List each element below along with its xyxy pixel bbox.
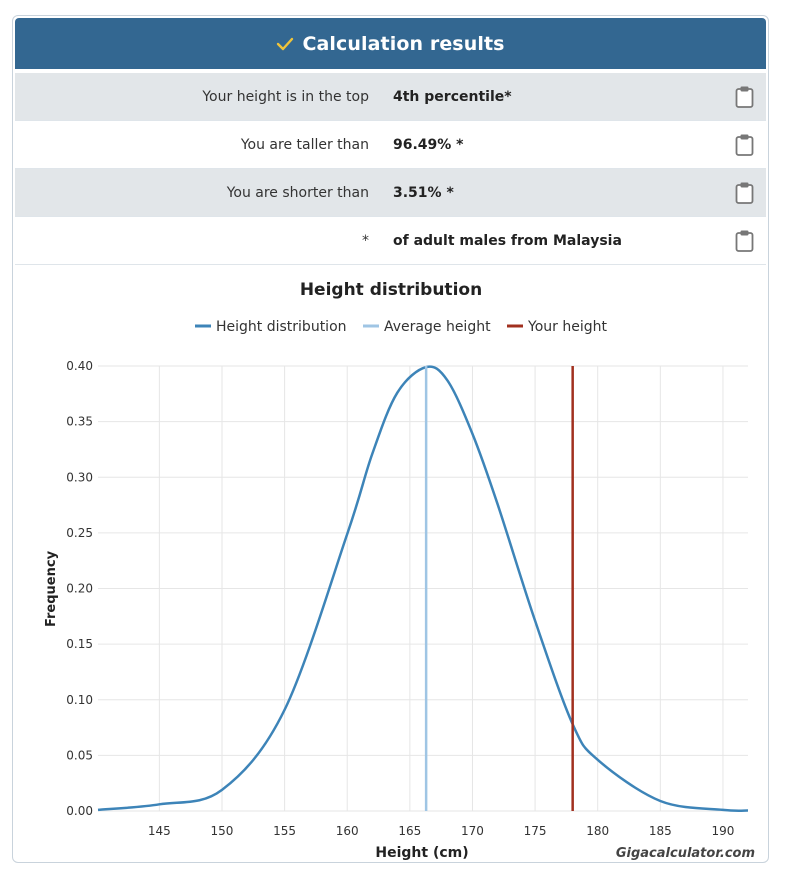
y-tick-label: 0.15 — [66, 637, 93, 651]
results-title: Calculation results — [302, 32, 505, 55]
x-tick-label: 190 — [711, 824, 734, 838]
x-tick-label: 170 — [461, 824, 484, 838]
y-tick-label: 0.00 — [66, 804, 93, 818]
legend-item-height-distribution[interactable]: Height distribution — [195, 319, 347, 335]
clipboard-icon[interactable] — [734, 181, 756, 205]
legend-label: Average height — [384, 319, 491, 335]
y-tick-label: 0.10 — [66, 693, 93, 707]
grid — [98, 365, 748, 812]
y-tick-label: 0.05 — [66, 748, 93, 762]
y-axis-label: Frequency — [44, 550, 59, 627]
y-tick-labels: 0.00 0.05 0.10 0.15 0.20 0.25 0.30 0.35 0.40 — [66, 359, 93, 818]
x-tick-labels: 145 150 155 160 165 170 175 180 185 190 — [148, 824, 734, 838]
x-tick-label: 150 — [211, 824, 234, 838]
legend-item-average-height[interactable]: Average height — [363, 319, 491, 335]
results-header: Calculation results — [15, 18, 766, 69]
result-label: * — [362, 232, 369, 249]
chart-title: Height distribution — [300, 280, 482, 300]
x-tick-label: 185 — [649, 824, 672, 838]
y-tick-label: 0.25 — [66, 526, 93, 540]
results-table: Your height is in the top 4th percentile… — [15, 73, 766, 265]
clipboard-icon[interactable] — [734, 133, 756, 157]
x-tick-label: 155 — [273, 824, 296, 838]
legend-item-your-height[interactable]: Your height — [507, 319, 607, 335]
x-tick-label: 165 — [398, 824, 421, 838]
result-value: 96.49% * — [393, 136, 464, 153]
y-tick-label: 0.20 — [66, 582, 93, 596]
result-label: You are taller than — [240, 136, 369, 153]
watermark: Gigacalculator.com — [616, 846, 755, 861]
clipboard-icon[interactable] — [734, 85, 756, 109]
series — [97, 365, 749, 813]
results-panel: Calculation results Your height is in th… — [12, 15, 769, 863]
y-tick-label: 0.30 — [66, 470, 93, 484]
height-distribution-line — [97, 365, 749, 813]
result-value: 4th percentile* — [393, 88, 512, 105]
x-tick-label: 175 — [524, 824, 547, 838]
result-row-percentile: Your height is in the top 4th percentile… — [15, 73, 766, 121]
legend-label: Your height — [527, 319, 607, 335]
x-tick-label: 180 — [586, 824, 609, 838]
legend: Height distribution Average height Your … — [195, 319, 607, 335]
result-value: 3.51% * — [393, 184, 454, 201]
result-value: of adult males from Malaysia — [393, 232, 622, 249]
clipboard-icon[interactable] — [734, 229, 756, 253]
result-label: Your height is in the top — [202, 88, 369, 105]
y-tick-label: 0.35 — [66, 415, 93, 429]
height-distribution-chart: 0.00 0.05 0.10 0.15 0.20 0.25 0.30 0.35 0.40 145… — [44, 280, 755, 861]
result-row-footnote: * of adult males from Malaysia — [15, 217, 766, 265]
x-tick-label: 145 — [148, 824, 171, 838]
check-icon — [277, 37, 294, 50]
result-label: You are shorter than — [226, 184, 369, 201]
result-row-taller: You are taller than 96.49% * — [15, 121, 766, 169]
x-axis-label: Height (cm) — [375, 845, 468, 861]
y-tick-label: 0.40 — [66, 359, 93, 373]
x-tick-label: 160 — [336, 824, 359, 838]
result-row-shorter: You are shorter than 3.51% * — [15, 169, 766, 217]
legend-label: Height distribution — [216, 319, 347, 335]
